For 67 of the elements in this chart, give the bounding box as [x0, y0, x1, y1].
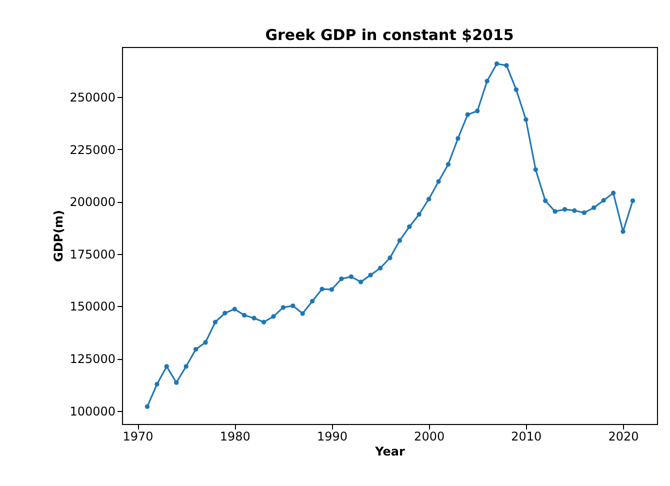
point — [154, 382, 160, 387]
x-tick-label: 2010 — [511, 430, 542, 444]
point — [164, 364, 170, 369]
point — [416, 212, 422, 217]
point — [533, 167, 538, 172]
chart-title: Greek GDP in constant $2015 — [265, 26, 514, 44]
point — [193, 346, 198, 352]
point — [271, 314, 276, 319]
point — [174, 380, 179, 385]
point — [610, 190, 616, 196]
point — [348, 274, 354, 280]
point — [562, 207, 568, 212]
point — [320, 286, 324, 292]
point — [542, 198, 548, 204]
point — [203, 340, 208, 345]
y-tick-label: 250000 — [70, 90, 116, 104]
point — [261, 320, 266, 324]
point — [552, 209, 558, 214]
point — [465, 112, 470, 117]
y-tick-label: 100000 — [70, 404, 116, 418]
x-axis-title: Year — [374, 444, 405, 458]
point — [144, 404, 150, 409]
x-tick-label: 1990 — [316, 430, 348, 444]
point — [397, 238, 402, 243]
point — [280, 305, 286, 310]
point — [310, 298, 315, 304]
point — [601, 198, 606, 203]
y-tick-label: 125000 — [70, 352, 116, 366]
point — [252, 316, 256, 320]
point — [358, 280, 364, 284]
point — [300, 311, 305, 316]
point — [290, 303, 296, 308]
point — [630, 198, 636, 204]
x-tick-label: 2020 — [608, 430, 639, 444]
y-tick-label: 150000 — [70, 300, 116, 314]
point — [475, 108, 480, 114]
point — [436, 179, 441, 184]
x-tick-label: 1980 — [220, 430, 250, 444]
y-axis-title: GDP(m) — [52, 210, 66, 262]
point — [378, 266, 383, 270]
point — [514, 87, 519, 92]
y-tick-label: 175000 — [70, 247, 116, 262]
point — [407, 224, 412, 230]
x-tick-label: 2000 — [414, 430, 445, 444]
point — [620, 229, 626, 234]
point — [212, 320, 218, 324]
y-tick-label: 225000 — [70, 142, 116, 157]
point — [582, 210, 587, 216]
point — [456, 136, 460, 141]
point — [388, 256, 392, 260]
point — [494, 61, 500, 66]
point — [524, 117, 528, 122]
point — [329, 287, 334, 292]
point — [184, 364, 188, 369]
point — [242, 312, 247, 318]
point — [426, 196, 432, 202]
point — [446, 162, 451, 167]
point — [222, 310, 228, 316]
point — [368, 272, 373, 278]
point — [484, 78, 490, 84]
point — [232, 306, 237, 312]
x-tick-label: 1970 — [122, 430, 154, 444]
point — [572, 208, 577, 213]
point — [504, 63, 509, 68]
y-tick-label: 200000 — [70, 195, 116, 210]
point — [339, 276, 344, 282]
point — [592, 205, 596, 210]
